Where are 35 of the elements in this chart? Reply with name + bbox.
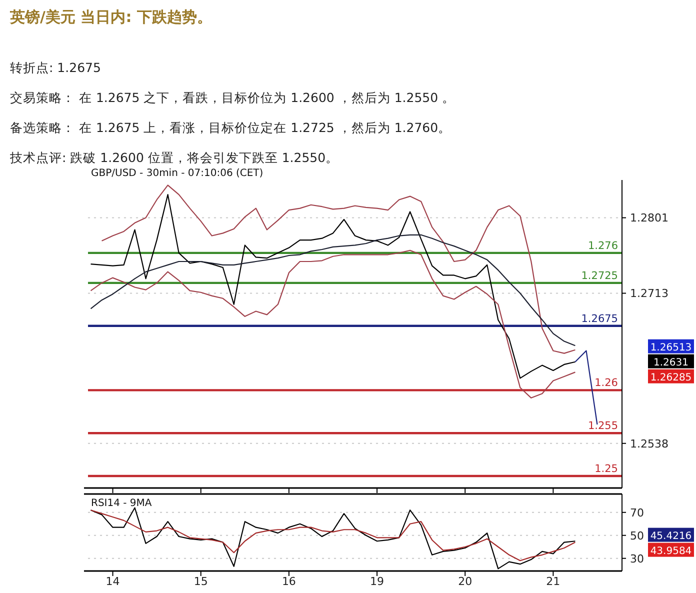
ref-line-label: 1.26 — [594, 377, 618, 390]
text: 1.26513 — [650, 342, 692, 354]
line-series — [90, 194, 576, 379]
line-series — [90, 510, 576, 562]
y-tick-label: 30 — [630, 552, 644, 566]
text: 1.26285 — [650, 372, 692, 384]
ref-line-label: 1.276 — [588, 240, 618, 252]
x-tick-label: 16 — [282, 575, 296, 588]
y-tick-label: 50 — [630, 529, 644, 542]
y-tick-label: 70 — [630, 506, 644, 520]
chart-title: 英镑/美元 当日内: 下跌趋势。 — [9, 8, 212, 26]
text: 转折点: 1.2675 — [10, 60, 101, 75]
text: 1.2631 — [654, 357, 688, 368]
ref-line-label: 1.255 — [588, 420, 618, 432]
text: 43.9584 — [650, 546, 692, 557]
chart-subtitle: GBP/USD - 30min - 07:10:06 (CET) — [91, 168, 264, 179]
y-tick-label: 1.2538 — [630, 437, 668, 450]
ref-line-label: 1.2725 — [581, 270, 618, 282]
chart-subtitle: RSI14 - 9MA — [91, 498, 152, 509]
text: 备选策略： 在 1.2675 上，看涨，目标价位定在 1.2725 ，然后为 1.2760。 — [10, 120, 452, 135]
y-tick-label: 1.2713 — [630, 287, 668, 300]
line-series — [90, 234, 576, 346]
text: 45.4216 — [650, 530, 692, 542]
text: 技术点评: 跌破 1.2600 位置，将会引发下跌至 1.2550。 — [9, 150, 339, 165]
y-tick-label: 1.2801 — [630, 212, 668, 225]
line-series — [101, 184, 576, 354]
ref-line-label: 1.25 — [594, 462, 618, 475]
x-tick-label: 14 — [106, 575, 120, 588]
x-tick-label: 19 — [370, 575, 384, 588]
x-tick-label: 15 — [194, 575, 208, 588]
ref-line-label: 1.2675 — [581, 312, 618, 325]
line-series — [90, 250, 576, 398]
text: 交易策略： 在 1.2675 之下，看跌，目标价位为 1.2600 ，然后为 1.2550 。 — [10, 90, 456, 105]
x-tick-label: 20 — [458, 575, 472, 588]
x-tick-label: 21 — [546, 575, 560, 588]
